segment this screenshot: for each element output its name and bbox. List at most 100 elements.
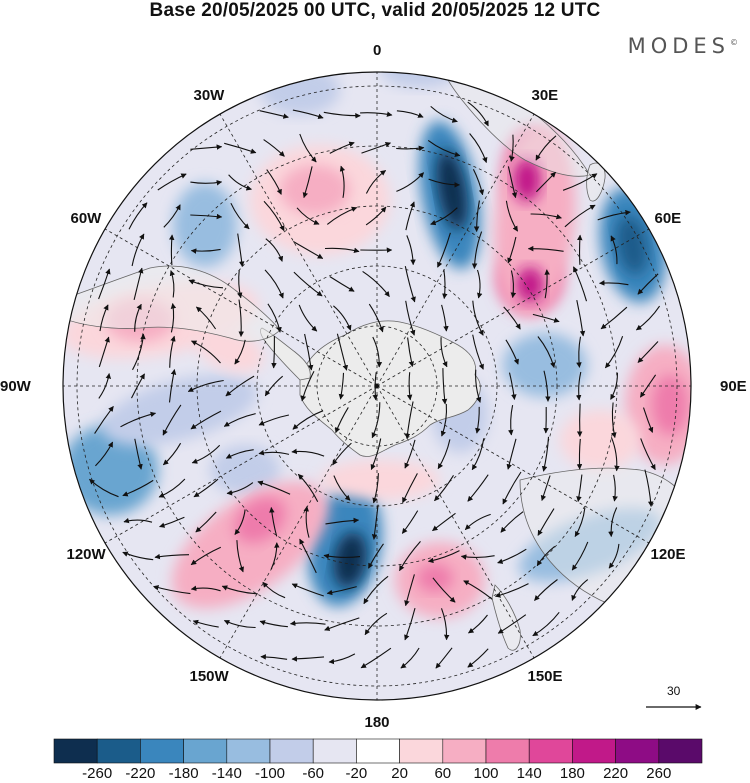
wind-vector: [506, 438, 517, 470]
colorbar-tick-label: 60: [434, 765, 452, 782]
wind-vector: [293, 271, 323, 297]
wind-vector: [260, 654, 288, 660]
colorbar-tick-label: -140: [211, 765, 242, 782]
wind-vector: [162, 404, 182, 436]
map-border: [62, 71, 692, 701]
colorbar-swatch: [658, 738, 703, 764]
wind-vector: [98, 268, 111, 300]
wind-vector: [264, 269, 284, 299]
wind-vector: [267, 303, 282, 333]
wind-vector: [608, 507, 618, 538]
meridian-line: [104, 385, 378, 544]
anomaly-blob: [518, 508, 662, 582]
wind-vector: [187, 379, 224, 392]
colorbar-swatch: [140, 738, 184, 764]
colorbar-tick-label: 260: [646, 765, 672, 782]
wind-vector: [600, 306, 628, 330]
wind-vector: [430, 105, 458, 123]
wind-vector: [497, 548, 527, 564]
wind-vector: [230, 202, 250, 230]
longitude-label: 120W: [66, 545, 106, 563]
wind-vector: [440, 403, 448, 437]
wind-vector: [329, 141, 355, 154]
wind-vector: [190, 144, 223, 150]
wind-vector: [234, 339, 246, 365]
wind-vector: [153, 585, 191, 595]
longitude-label: 150E: [527, 668, 563, 686]
wind-vector: [123, 517, 153, 524]
colorbar-swatch: [572, 738, 616, 764]
wind-vector: [441, 304, 449, 332]
colorbar-tick-label: 220: [603, 765, 629, 782]
antarctica-landmass: [299, 320, 481, 457]
wind-vector: [368, 543, 384, 569]
anomaly-blob: [333, 532, 367, 588]
modes-logo: MODES©: [628, 34, 738, 58]
brand-name: MODES: [627, 34, 730, 58]
wind-vector: [188, 279, 224, 289]
wind-vector: [573, 266, 588, 302]
wind-vector: [396, 172, 425, 192]
anomaly-blob: [652, 375, 688, 435]
wind-vector: [576, 438, 583, 470]
wind-vector: [333, 475, 351, 501]
wind-vector: [120, 411, 157, 428]
wind-vector: [611, 402, 617, 439]
wind-vector: [299, 538, 317, 574]
anomaly-blob: [503, 333, 587, 397]
colorbar-tick-label: -260: [82, 765, 113, 782]
longitude-label: 0: [373, 41, 382, 59]
wind-vector: [365, 206, 387, 226]
wind-vector: [442, 269, 448, 300]
wind-vector: [503, 306, 521, 330]
wind-vector: [536, 171, 556, 193]
wind-vector: [234, 509, 246, 535]
wind-vector: [612, 474, 618, 502]
wind-vector: [642, 407, 654, 433]
colorbar-swatch: [183, 738, 228, 764]
wind-vector: [576, 336, 582, 368]
wind-vector: [530, 213, 562, 220]
meridian-line: [376, 113, 535, 387]
wind-vector: [237, 233, 245, 267]
wind-vector: [133, 267, 144, 301]
wind-vector: [534, 579, 558, 601]
wind-vector: [434, 475, 454, 502]
colorbar-swatch: [528, 738, 573, 764]
colorbar-tick-label: -100: [254, 765, 286, 782]
wind-vector: [370, 438, 382, 471]
wind-vector: [500, 511, 524, 533]
anomaly-blob: [63, 425, 158, 515]
wind-vector: [291, 448, 325, 457]
wind-vector: [441, 368, 448, 405]
colorbar-tick-label: -20: [345, 765, 368, 782]
wind-vector: [168, 234, 175, 266]
wind-vectors: [89, 101, 661, 669]
wind-vector: [259, 110, 289, 119]
wind-vector: [324, 247, 360, 253]
wind-vector: [300, 370, 315, 402]
wind-vector: [440, 337, 448, 368]
longitude-label: 180: [364, 713, 390, 731]
longitude-label: 60W: [70, 209, 102, 227]
graticule: [63, 72, 691, 700]
colorbar-tick-label: 100: [473, 765, 499, 782]
wind-vector: [402, 473, 418, 504]
wind-vector: [437, 232, 451, 268]
longitude-label: 90W: [0, 377, 31, 395]
wind-vector: [99, 304, 109, 332]
wind-vector: [371, 402, 381, 439]
colorbar-tick-label: 20: [391, 765, 408, 782]
wind-vector: [262, 581, 286, 599]
wind-vector: [291, 583, 324, 597]
wind-vector: [298, 304, 318, 332]
wind-vector: [190, 546, 222, 566]
wind-vector: [225, 375, 255, 397]
wind-vector: [263, 200, 285, 232]
wind-vector: [476, 269, 483, 299]
wind-vector: [544, 269, 550, 299]
brand-mark: ©: [730, 38, 738, 47]
wind-vector: [132, 333, 146, 371]
longitude-label: 120E: [650, 545, 686, 563]
